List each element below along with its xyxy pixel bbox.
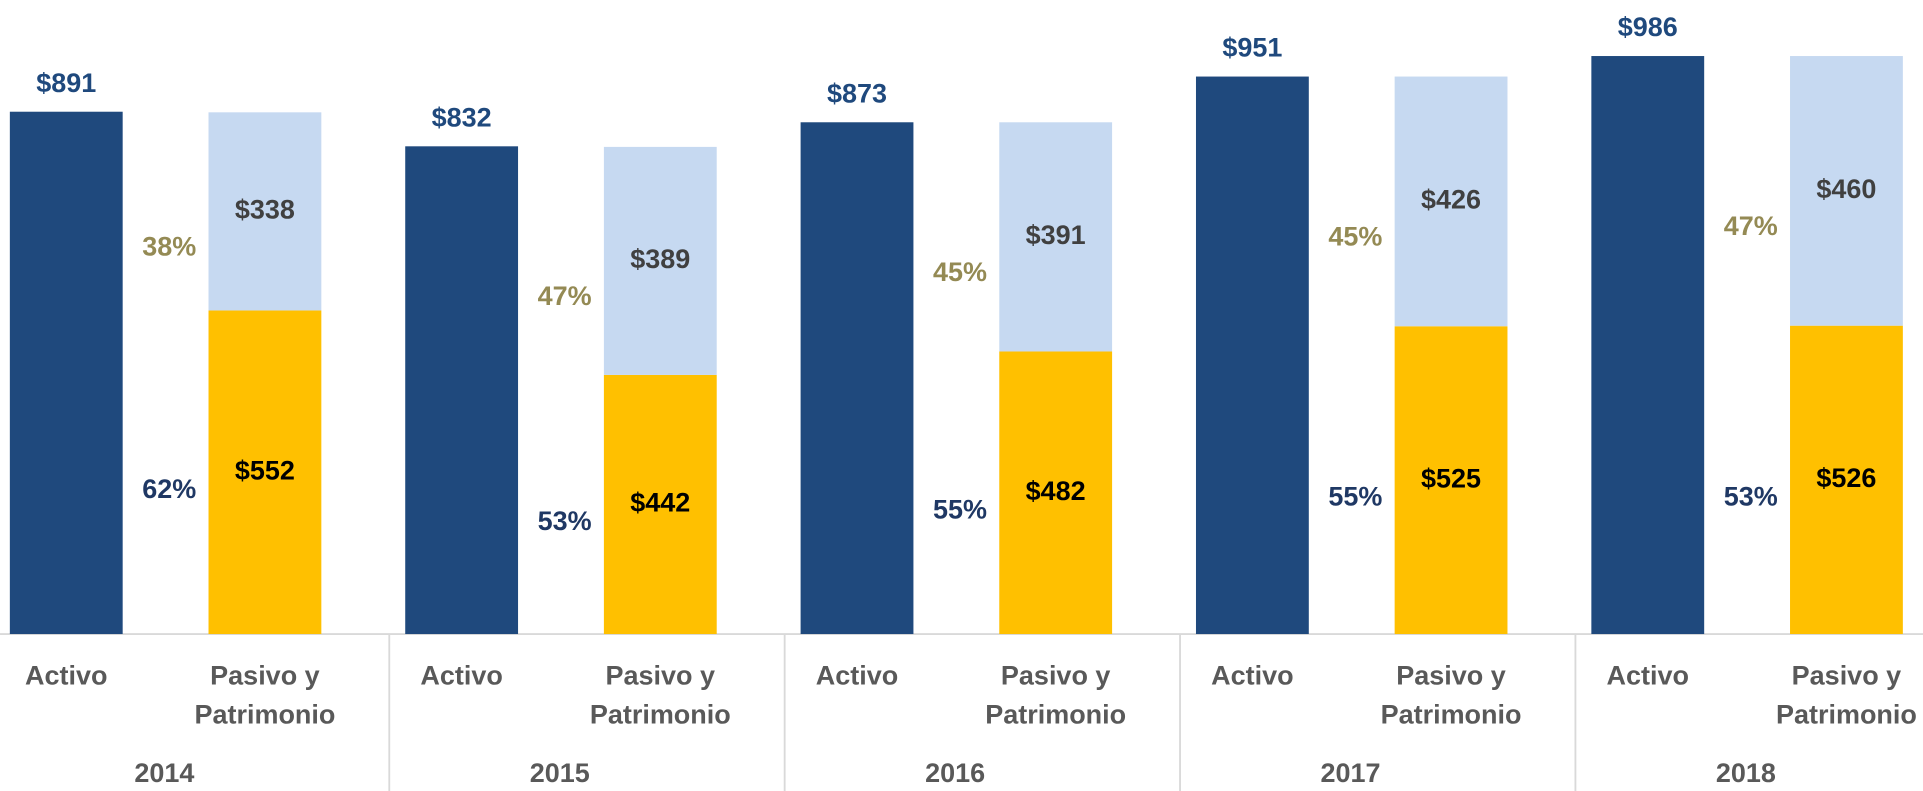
value-label: $832 xyxy=(432,102,492,132)
sub-category-label: Pasivo y Patrimonio xyxy=(589,659,731,730)
sub-category-label: Activo xyxy=(420,659,503,691)
value-label: $426 xyxy=(1421,185,1481,215)
sub-category-label: Pasivo y Patrimonio xyxy=(985,659,1127,730)
bar xyxy=(1195,76,1309,635)
sub-category-text: Activo xyxy=(25,659,108,691)
category-label: 2018 xyxy=(1716,758,1776,788)
bar-segment xyxy=(1790,56,1903,326)
sub-category-text: Activo xyxy=(420,659,503,691)
category-label: 2015 xyxy=(530,758,590,788)
category-label: 2014 xyxy=(134,758,194,788)
share-label: 47% xyxy=(538,281,592,311)
value-label: $442 xyxy=(630,488,690,518)
bar xyxy=(9,111,123,635)
share-label: 53% xyxy=(1724,481,1778,511)
share-label: 38% xyxy=(142,231,196,261)
bar-segment xyxy=(603,374,717,635)
bar-segment xyxy=(208,310,322,635)
bar xyxy=(405,146,519,635)
value-label: $891 xyxy=(36,68,96,98)
bar xyxy=(800,122,914,635)
share-label: 55% xyxy=(1328,482,1382,512)
share-label: 45% xyxy=(1328,221,1382,251)
bar-segment xyxy=(1790,325,1903,635)
category-label: 2016 xyxy=(925,758,985,788)
sub-category-text: Activo xyxy=(815,659,899,691)
value-label: $460 xyxy=(1816,174,1876,204)
share-label: 53% xyxy=(538,506,592,536)
sub-category-text: Activo xyxy=(1211,659,1294,691)
sub-category-text: Pasivo y Patrimonio xyxy=(985,659,1127,730)
bar xyxy=(1591,56,1705,635)
sub-category-text: Pasivo y Patrimonio xyxy=(1380,659,1522,730)
value-label: $951 xyxy=(1222,33,1282,63)
value-label: $389 xyxy=(630,244,690,274)
value-label: $552 xyxy=(235,455,295,485)
sub-category-text: Pasivo y Patrimonio xyxy=(1775,659,1917,730)
value-label: $526 xyxy=(1816,463,1876,493)
sub-category-label: Activo xyxy=(1211,659,1294,691)
sub-category-text: Pasivo y Patrimonio xyxy=(194,659,336,730)
sub-category-text: Pasivo y Patrimonio xyxy=(589,659,731,730)
share-label: 62% xyxy=(142,474,196,504)
value-label: $873 xyxy=(827,78,887,108)
category-label: 2017 xyxy=(1321,758,1381,788)
share-label: 47% xyxy=(1724,211,1778,241)
bar-segment xyxy=(1394,326,1508,635)
bar-segment xyxy=(999,122,1113,352)
value-label: $986 xyxy=(1618,12,1678,42)
bar-segment xyxy=(999,351,1113,635)
bar-segment xyxy=(603,146,717,375)
share-label: 45% xyxy=(933,257,987,287)
value-label: $525 xyxy=(1421,463,1481,493)
value-label: $482 xyxy=(1026,476,1086,506)
bar-segment xyxy=(208,112,322,311)
sub-category-label: Activo xyxy=(1606,659,1689,691)
sub-category-label: Pasivo y Patrimonio xyxy=(194,659,336,730)
sub-category-label: Activo xyxy=(815,659,899,691)
value-label: $391 xyxy=(1026,220,1086,250)
sub-category-label: Pasivo y Patrimonio xyxy=(1775,659,1917,730)
sub-category-text: Activo xyxy=(1606,659,1689,691)
share-label: 55% xyxy=(933,494,987,524)
value-label: $338 xyxy=(235,195,295,225)
sub-category-label: Activo xyxy=(25,659,108,691)
bar-segment xyxy=(1394,76,1508,327)
sub-category-label: Pasivo y Patrimonio xyxy=(1380,659,1522,730)
